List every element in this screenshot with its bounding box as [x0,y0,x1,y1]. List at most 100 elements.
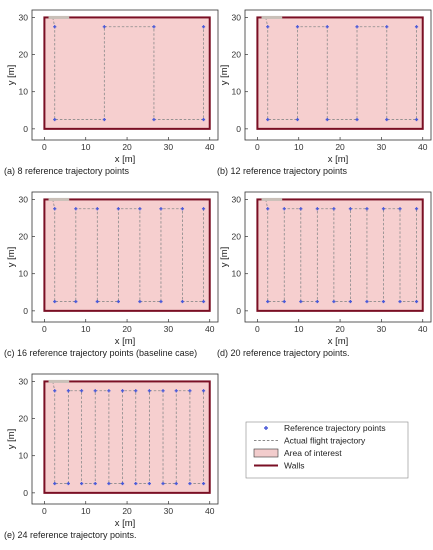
start-pad [48,379,70,383]
legend-patch-icon [253,448,279,458]
y-axis-label: y [m] [219,247,230,268]
reference-point [159,299,163,304]
reference-point [332,299,336,304]
reference-point [299,207,303,211]
reference-point [107,481,111,486]
x-tick-label: 20 [122,142,132,152]
legend-item: Reference trajectory points [264,423,386,433]
x-axis-label: x [m] [115,518,136,529]
y-tick-label: 30 [19,12,29,22]
x-tick-label: 40 [205,142,215,152]
legend-label: Area of interest [284,448,342,458]
x-axis-label: x [m] [328,336,349,347]
reference-point [134,389,138,393]
reference-point [201,25,206,29]
start-pad [48,15,70,19]
reference-point [120,389,125,393]
reference-point [53,207,57,211]
reference-point [266,207,270,211]
y-tick-label: 0 [23,306,28,316]
walls [256,16,424,130]
reference-point [414,299,419,304]
x-tick-label: 0 [42,324,47,334]
x-tick-label: 10 [294,324,304,334]
reference-point [266,117,270,122]
y-tick-label: 10 [19,451,29,461]
x-axis-label: x [m] [115,154,136,165]
reference-point [53,117,57,122]
reference-point [325,117,329,122]
panel-caption: (c) 16 reference trajectory points (base… [4,348,197,358]
legend-item: Area of interest [253,448,342,458]
panel-caption: (e) 24 reference trajectory points. [4,530,137,540]
y-tick-label: 0 [23,124,28,134]
legend-marker-icon [264,426,268,430]
reference-point [315,299,319,304]
reference-point [282,207,286,211]
legend-label: Walls [284,461,304,471]
area-of-interest [257,17,423,129]
reference-point [180,299,185,304]
start-pad [261,197,283,201]
reference-point [398,299,402,304]
y-axis-label: y [m] [6,429,17,450]
reference-point [53,481,57,486]
x-axis-label: x [m] [115,336,136,347]
y-axis-label: y [m] [219,65,230,86]
panel-1: 0 10 20 30 40 0 10 20 30 x [m] y [m] (a) 8 referenc… [4,9,219,176]
x-tick-label: 40 [418,324,428,334]
reference-point [74,207,78,211]
reference-point [134,481,138,486]
reference-point [266,25,270,29]
legend-item: Actual flight trajectory [254,436,366,446]
x-tick-label: 20 [335,324,345,334]
reference-point [348,299,352,304]
x-tick-label: 0 [42,142,47,152]
x-tick-label: 10 [294,142,304,152]
area-of-interest [44,199,210,311]
reference-point [365,299,369,304]
x-tick-label: 20 [122,506,132,516]
reference-point [381,207,386,211]
reference-point [138,299,142,304]
x-tick-label: 30 [164,506,174,516]
panel-2: 0 10 20 30 40 0 10 20 30 x [m] y [m] (b) 12 referen… [217,9,432,176]
reference-point [93,389,97,393]
reference-point [66,389,70,393]
y-tick-label: 0 [236,306,241,316]
reference-point [414,25,419,29]
x-tick-label: 20 [122,324,132,334]
y-axis-label: y [m] [6,65,17,86]
walls [43,380,211,494]
walls [256,198,424,312]
start-pad [261,15,283,19]
reference-point [398,207,402,211]
y-axis-label: y [m] [6,247,17,268]
reference-point [102,25,106,29]
reference-point [414,207,419,211]
y-tick-label: 20 [232,50,242,60]
reference-point [355,117,359,122]
area-of-interest [44,17,210,129]
x-tick-label: 10 [81,324,91,334]
x-tick-label: 0 [255,324,260,334]
y-tick-label: 0 [236,124,241,134]
reference-point [315,207,319,211]
x-axis-label: x [m] [328,154,349,165]
reference-point [159,207,163,211]
reference-point [381,299,386,304]
reference-point [66,481,70,486]
x-tick-label: 0 [255,142,260,152]
y-tick-label: 20 [19,50,29,60]
reference-point [93,481,97,486]
reference-point [201,207,206,211]
reference-point [282,299,286,304]
reference-point [201,481,206,486]
y-tick-label: 10 [19,269,29,279]
panel-caption: (d) 20 reference trajectory points. [217,348,350,358]
actual-flight-trajectory [52,17,204,120]
reference-point [107,389,111,393]
reference-point [385,117,389,122]
reference-point [180,207,185,211]
panel-3: 0 10 20 30 40 0 10 20 30 x [m] y [m] (c) 16 referen… [4,191,219,358]
